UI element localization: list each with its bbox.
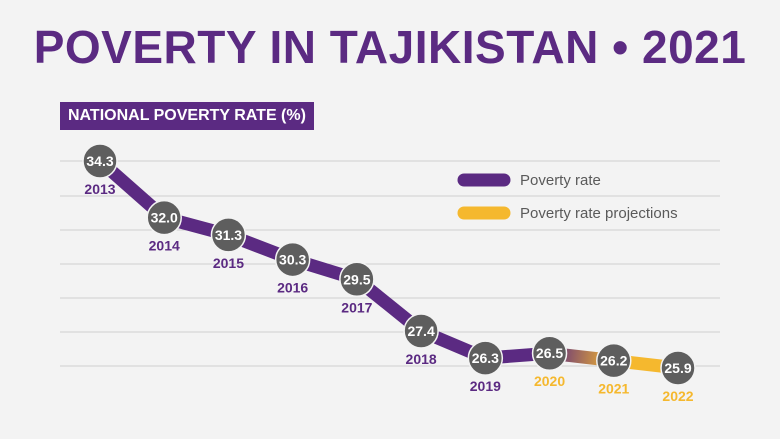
data-label-2017: 29.5 <box>343 271 370 287</box>
data-label-2014: 32.0 <box>151 210 178 226</box>
data-point-2017 <box>339 261 375 298</box>
data-label-2015: 31.3 <box>215 227 242 243</box>
x-tick-label-2019: 2019 <box>470 378 501 394</box>
x-tick-label-2022: 2022 <box>662 388 693 404</box>
x-tick-label-2014: 2014 <box>149 238 180 254</box>
data-point-2013 <box>82 143 118 179</box>
x-tick-label-2021: 2021 <box>598 381 629 397</box>
x-tick-label-2018: 2018 <box>406 351 437 367</box>
data-point-2022 <box>660 350 696 386</box>
data-point-2019 <box>467 340 504 376</box>
page-title: POVERTY IN TAJIKISTAN • 2021 <box>33 21 747 73</box>
data-markers: 34.3 32.0 31.3 30.3 29.5 27.4 26.3 26.5 26.2 25.9 <box>82 143 696 386</box>
x-tick-label-2016: 2016 <box>277 280 308 296</box>
grid-lines <box>60 160 720 367</box>
legend: Poverty rate Poverty rate projections <box>457 172 678 222</box>
data-label-2013: 34.3 <box>86 153 113 169</box>
data-point-2016 <box>274 241 311 278</box>
legend-label-0: Poverty rate <box>520 172 601 189</box>
data-label-2019: 26.3 <box>472 350 499 366</box>
x-tick-label-2017: 2017 <box>341 299 372 315</box>
data-point-2015 <box>210 217 247 253</box>
data-label-2016: 30.3 <box>279 252 306 268</box>
legend-label-1: Poverty rate projections <box>520 205 678 222</box>
data-point-2020 <box>531 335 568 371</box>
data-point-2021 <box>596 342 632 379</box>
data-label-2022: 25.9 <box>664 360 691 376</box>
data-label-2018: 27.4 <box>407 323 434 339</box>
data-label-2021: 26.2 <box>600 353 627 369</box>
x-tick-label-2015: 2015 <box>213 255 244 271</box>
chart-subtitle: NATIONAL POVERTY RATE (%) <box>60 102 314 130</box>
x-tick-labels: 2013 2014 2015 2016 2017 2018 2019 2020 2021 2022 <box>84 181 693 404</box>
x-tick-label-2013: 2013 <box>84 181 115 197</box>
data-point-2014 <box>146 199 182 236</box>
x-tick-label-2020: 2020 <box>534 373 565 389</box>
data-label-2020: 26.5 <box>536 345 563 361</box>
data-point-2018 <box>403 313 439 349</box>
